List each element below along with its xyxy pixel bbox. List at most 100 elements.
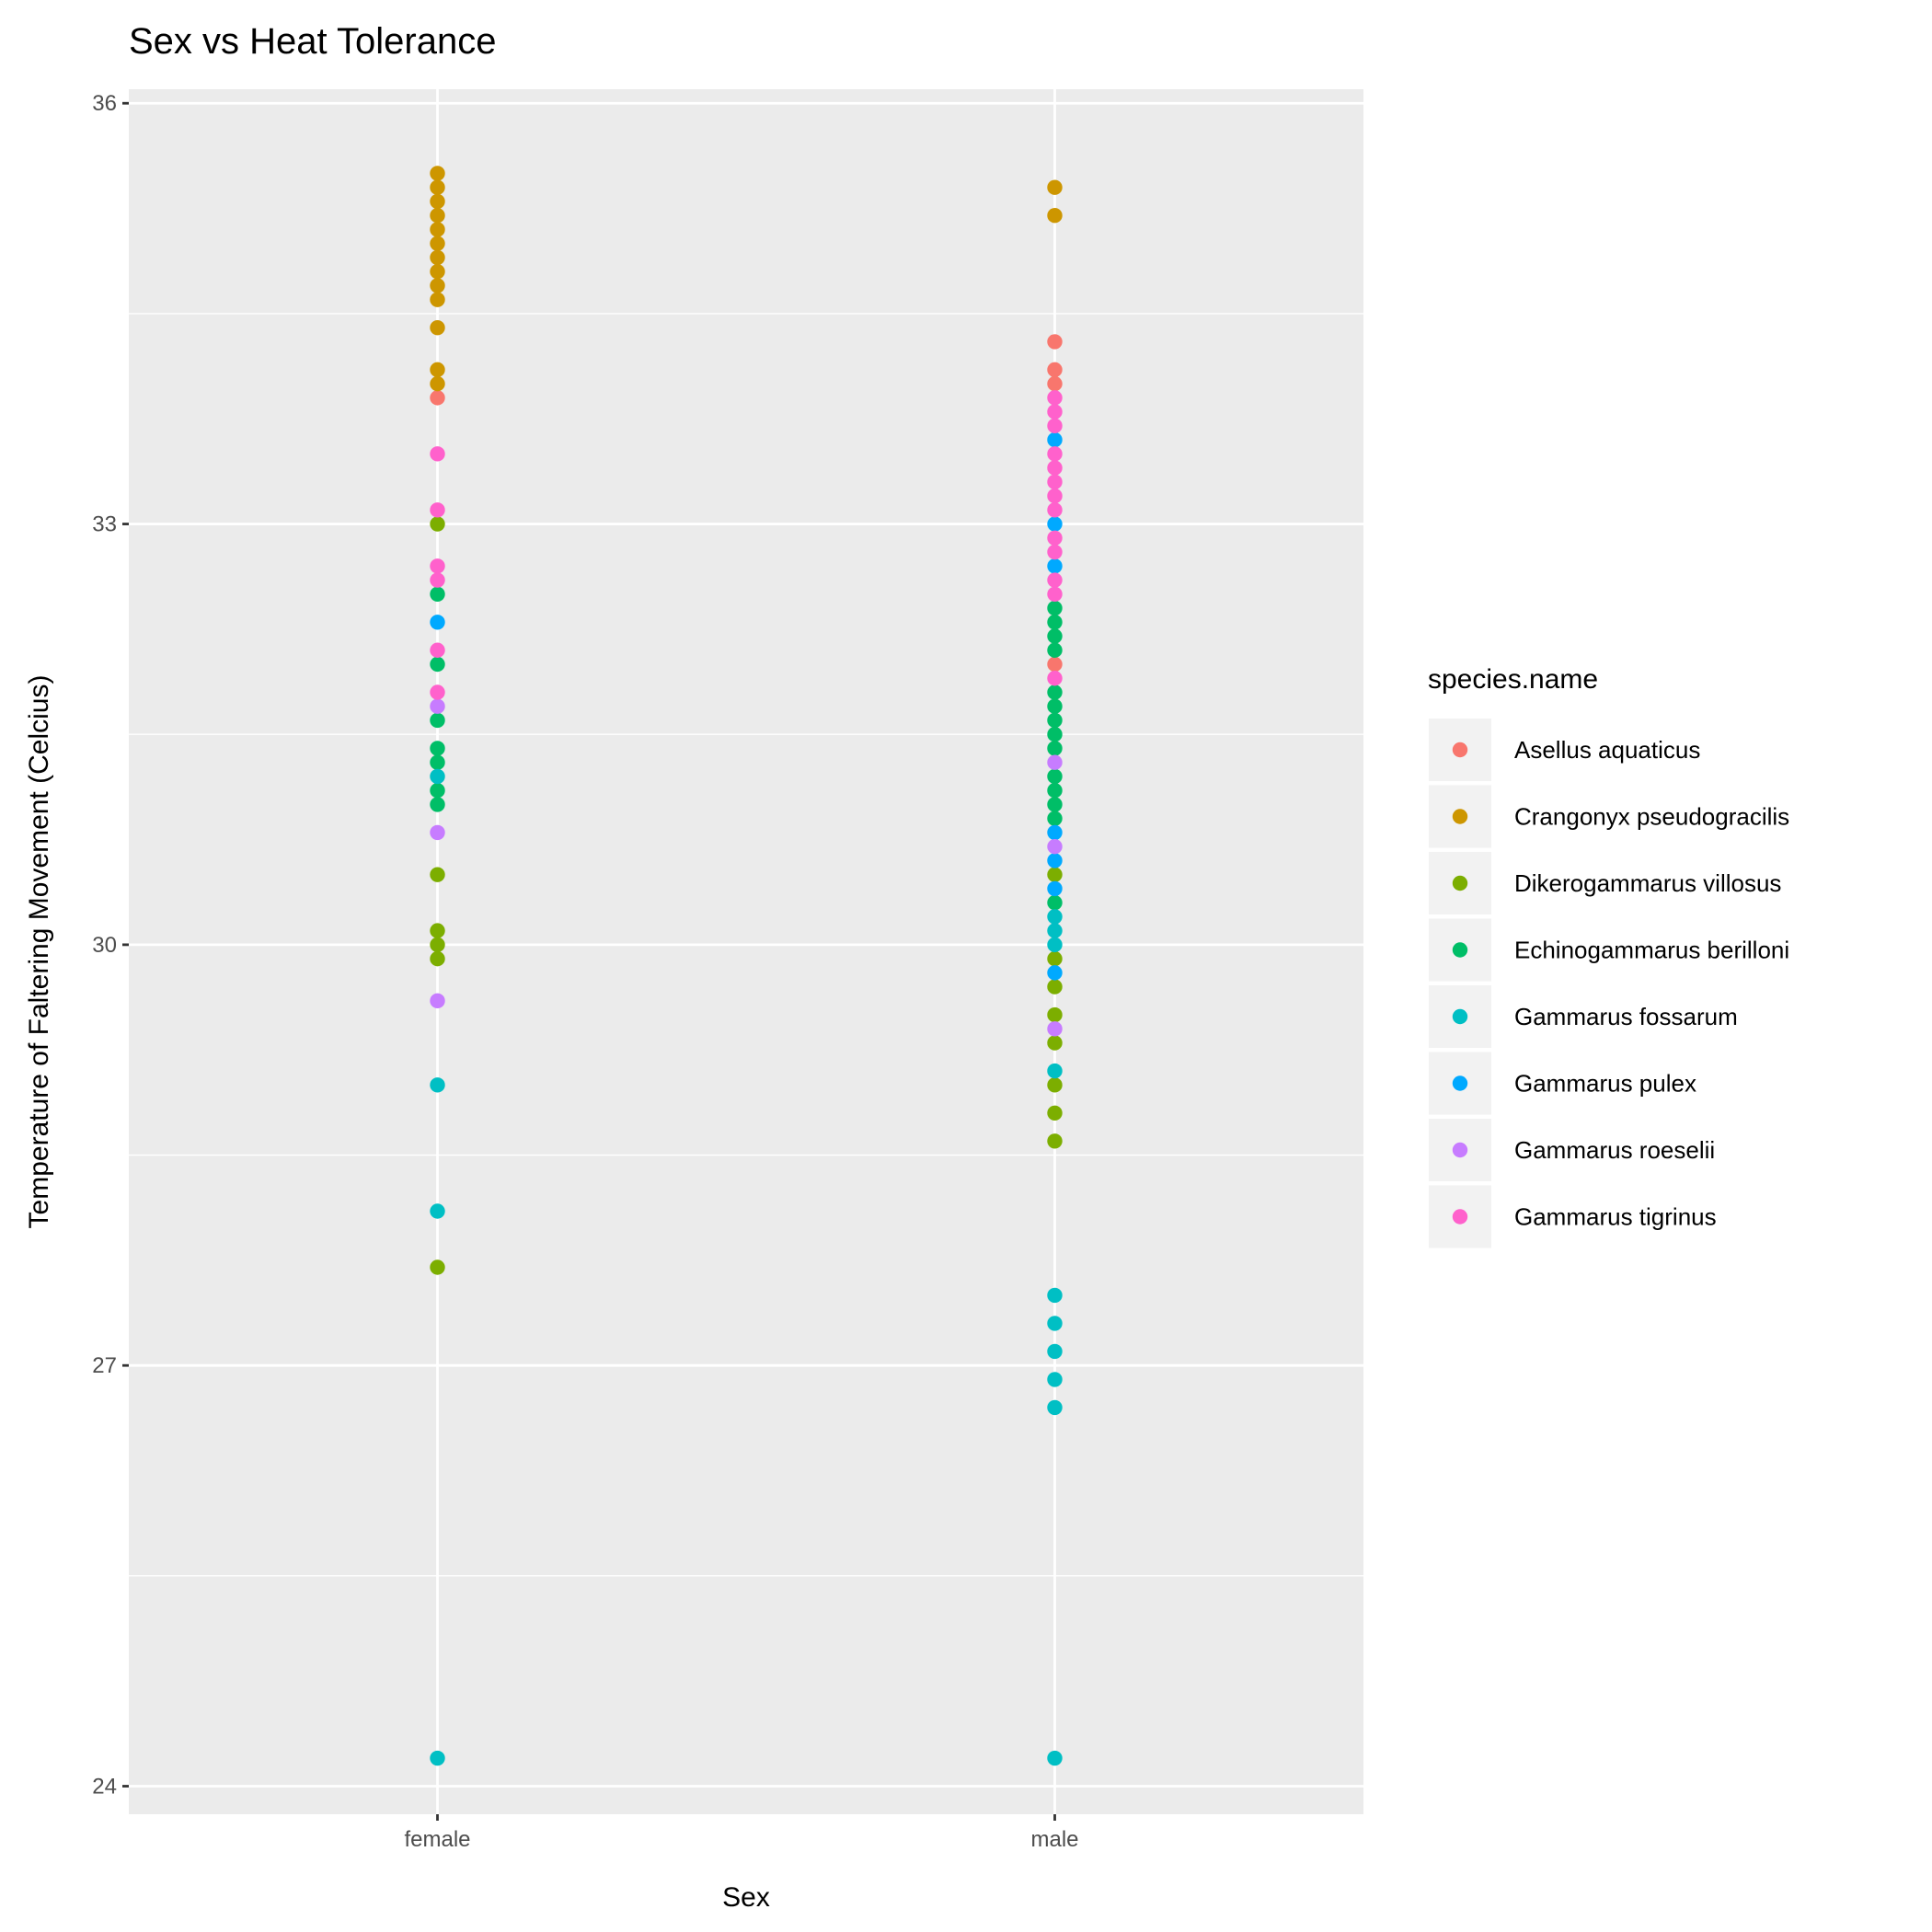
data-point: [430, 797, 445, 812]
data-point: [430, 222, 445, 237]
data-point: [1047, 838, 1063, 855]
data-point: [1047, 572, 1063, 588]
legend-point: [1452, 742, 1468, 758]
data-point: [1047, 656, 1063, 673]
data-point: [430, 656, 445, 673]
data-point: [1047, 530, 1063, 546]
data-point: [1047, 516, 1063, 532]
data-point: [430, 179, 445, 195]
data-point: [1047, 853, 1063, 868]
data-point: [1047, 1063, 1063, 1079]
data-point: [1047, 684, 1063, 700]
data-point: [430, 362, 445, 378]
data-point: [430, 867, 445, 882]
data-point: [1047, 909, 1063, 925]
legend: species.name Asellus aquaticus Crangonyx …: [1428, 664, 1789, 1248]
data-point: [1047, 460, 1063, 476]
data-point: [1047, 390, 1063, 406]
data-point: [1047, 446, 1063, 462]
minor-gridlines: [129, 313, 1363, 1577]
data-point: [1047, 1133, 1063, 1149]
data-point: [1047, 488, 1063, 504]
data-point: [430, 712, 445, 729]
data-point: [1047, 418, 1063, 434]
y-tick-label: 27: [92, 1353, 117, 1378]
data-point: [1047, 615, 1063, 630]
data-point: [1047, 179, 1063, 195]
data-point: [1047, 558, 1063, 574]
data-point: [1047, 1035, 1063, 1051]
legend-point: [1452, 875, 1468, 891]
data-point: [1047, 782, 1063, 799]
data-point: [1047, 923, 1063, 938]
legend-point: [1452, 1008, 1468, 1025]
data-point: [1047, 375, 1063, 392]
data-point: [1047, 671, 1063, 686]
data-point: [1047, 1021, 1063, 1037]
y-tick-label: 30: [92, 933, 117, 958]
data-point: [430, 824, 445, 841]
data-point: [1047, 474, 1063, 490]
data-point: [430, 754, 445, 770]
data-point: [1047, 768, 1063, 785]
data-point: [430, 1750, 445, 1766]
data-point: [430, 923, 445, 938]
data-point: [430, 278, 445, 293]
data-point: [430, 193, 445, 210]
data-point: [430, 572, 445, 588]
legend-label: Gammarus pulex: [1514, 1070, 1696, 1098]
data-point: [430, 1259, 445, 1275]
data-point: [1047, 586, 1063, 602]
data-point: [1047, 880, 1063, 897]
data-point: [1047, 207, 1063, 224]
data-point: [430, 642, 445, 658]
data-point: [1047, 502, 1063, 518]
data-point: [1047, 1372, 1063, 1387]
data-point: [430, 390, 445, 406]
legend-point: [1452, 809, 1468, 824]
data-point: [430, 207, 445, 224]
x-axis: female male: [404, 1814, 1079, 1852]
data-point: [1047, 965, 1063, 981]
x-axis-title: Sex: [722, 1882, 770, 1913]
data-point: [1047, 404, 1063, 420]
legend-label: Gammarus tigrinus: [1514, 1203, 1717, 1231]
data-point: [430, 993, 445, 1009]
data-point: [430, 375, 445, 392]
data-point: [1047, 979, 1063, 995]
data-point: [1047, 1750, 1063, 1766]
data-point: [1047, 754, 1063, 770]
legend-label: Gammarus roeselii: [1514, 1136, 1715, 1164]
data-point: [430, 263, 445, 280]
data-point: [430, 502, 445, 518]
data-point: [430, 698, 445, 714]
data-point: [1047, 824, 1063, 841]
x-tick-label: male: [1030, 1827, 1078, 1852]
legend-title: species.name: [1428, 664, 1598, 695]
data-point: [430, 684, 445, 700]
y-tick-label: 33: [92, 512, 117, 537]
data-point: [430, 950, 445, 967]
legend-label: Dikerogammarus villosus: [1514, 869, 1781, 897]
data-point: [430, 937, 445, 953]
data-point: [430, 292, 445, 307]
data-point: [1047, 544, 1063, 560]
data-point: [1047, 867, 1063, 882]
data-point: [1047, 1077, 1063, 1093]
data-point: [1047, 362, 1063, 378]
data-point: [1047, 811, 1063, 826]
data-point: [430, 249, 445, 266]
y-tick-label: 24: [92, 1775, 117, 1800]
legend-point: [1452, 1075, 1468, 1091]
y-axis: 24 27 30 33 36: [92, 91, 129, 1800]
data-point: [430, 1203, 445, 1219]
data-point: [1047, 698, 1063, 714]
data-point: [1047, 1006, 1063, 1023]
data-point: [1047, 1316, 1063, 1331]
data-point: [1047, 431, 1063, 448]
data-point: [1047, 1343, 1063, 1360]
data-point: [430, 615, 445, 630]
data-point: [1047, 894, 1063, 911]
data-point: [1047, 950, 1063, 967]
